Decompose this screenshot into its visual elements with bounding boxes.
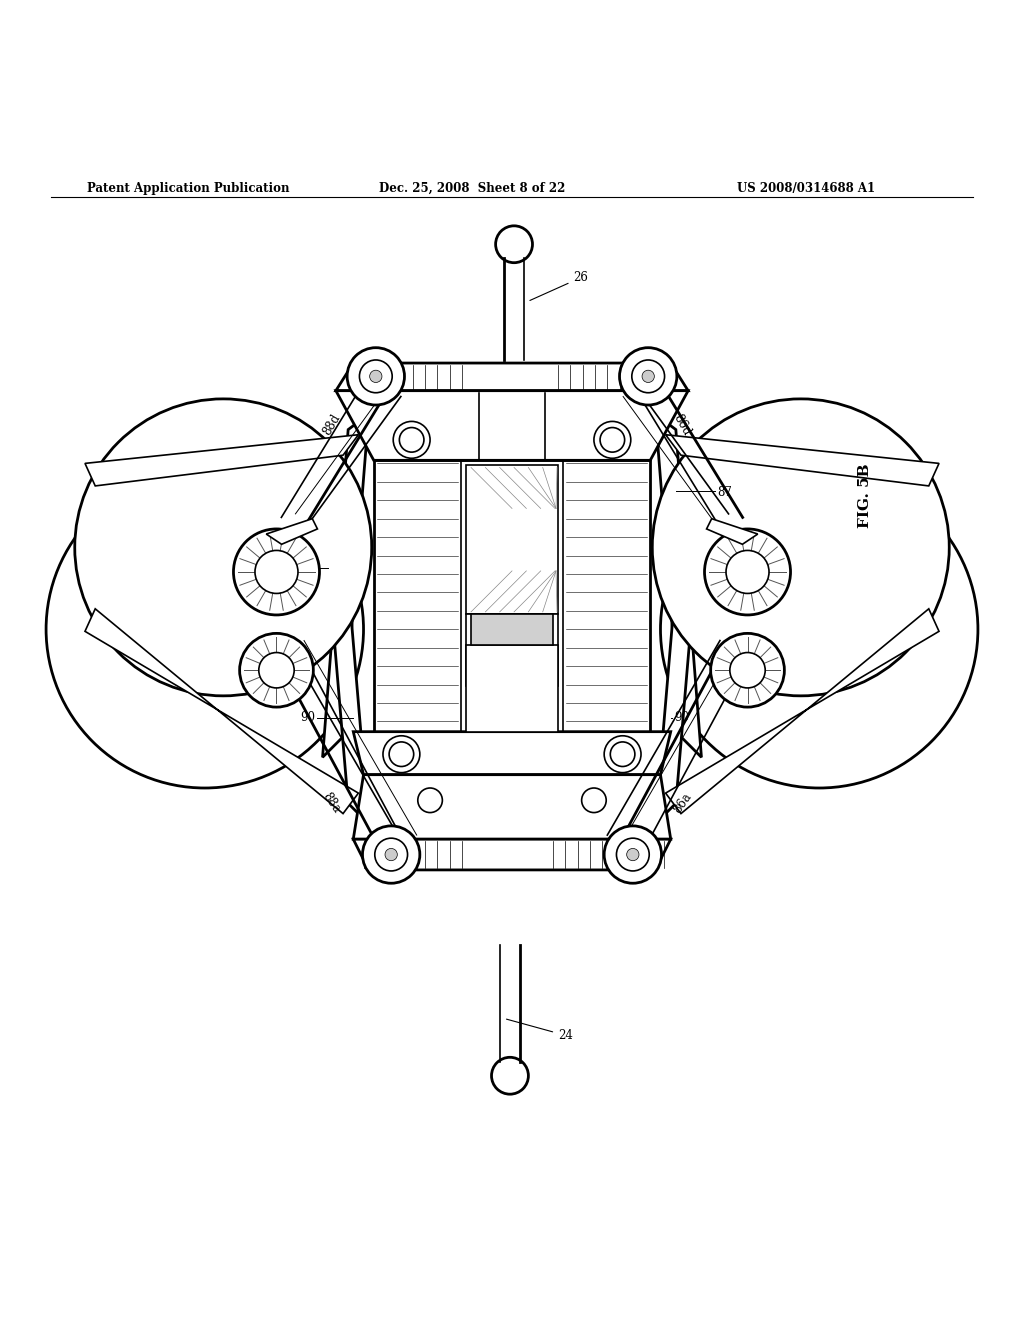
Text: 88a: 88a	[319, 791, 343, 816]
Circle shape	[642, 370, 654, 383]
Polygon shape	[353, 840, 671, 870]
Text: 86a: 86a	[671, 791, 694, 816]
Text: 90: 90	[674, 711, 689, 725]
Text: 24: 24	[507, 1019, 573, 1041]
Polygon shape	[707, 519, 758, 544]
Circle shape	[255, 550, 298, 594]
Polygon shape	[336, 391, 688, 461]
Circle shape	[616, 838, 649, 871]
Circle shape	[652, 399, 949, 696]
Circle shape	[492, 1057, 528, 1094]
Circle shape	[627, 849, 639, 861]
Polygon shape	[353, 775, 671, 840]
Text: 86d: 86d	[671, 412, 693, 437]
Text: Patent Application Publication: Patent Application Publication	[87, 182, 290, 195]
Polygon shape	[266, 519, 317, 544]
Text: 87: 87	[287, 690, 302, 704]
Circle shape	[362, 826, 420, 883]
Bar	[471, 614, 553, 644]
Circle shape	[632, 360, 665, 393]
Circle shape	[705, 529, 791, 615]
Text: 26: 26	[529, 271, 589, 301]
Polygon shape	[323, 502, 369, 824]
Circle shape	[259, 652, 294, 688]
Text: 87: 87	[717, 486, 732, 499]
Bar	[466, 466, 558, 614]
Circle shape	[46, 470, 364, 788]
Polygon shape	[323, 414, 369, 758]
Polygon shape	[666, 609, 939, 813]
Circle shape	[660, 470, 978, 788]
Text: FIG. 5B: FIG. 5B	[858, 463, 872, 528]
Text: 70: 70	[271, 558, 287, 570]
Polygon shape	[353, 731, 671, 775]
Circle shape	[604, 826, 662, 883]
Circle shape	[385, 849, 397, 861]
Polygon shape	[666, 434, 939, 486]
Text: US 2008/0314688 A1: US 2008/0314688 A1	[737, 182, 876, 195]
Circle shape	[359, 360, 392, 393]
Circle shape	[496, 226, 532, 263]
Bar	[374, 461, 650, 731]
Circle shape	[75, 399, 372, 696]
Polygon shape	[655, 414, 701, 758]
Circle shape	[418, 788, 442, 813]
Circle shape	[582, 788, 606, 813]
Bar	[466, 614, 558, 685]
Circle shape	[375, 838, 408, 871]
Text: Dec. 25, 2008  Sheet 8 of 22: Dec. 25, 2008 Sheet 8 of 22	[379, 182, 565, 195]
Polygon shape	[336, 363, 688, 391]
Circle shape	[347, 347, 404, 405]
Circle shape	[620, 347, 677, 405]
Polygon shape	[655, 502, 701, 824]
Circle shape	[730, 652, 765, 688]
Circle shape	[711, 634, 784, 708]
Bar	[466, 644, 558, 731]
Circle shape	[726, 550, 769, 594]
Circle shape	[370, 370, 382, 383]
Polygon shape	[85, 434, 358, 486]
Polygon shape	[85, 609, 358, 813]
Circle shape	[233, 529, 319, 615]
Text: 90: 90	[300, 711, 315, 725]
Circle shape	[240, 634, 313, 708]
Text: 88d: 88d	[321, 412, 343, 437]
